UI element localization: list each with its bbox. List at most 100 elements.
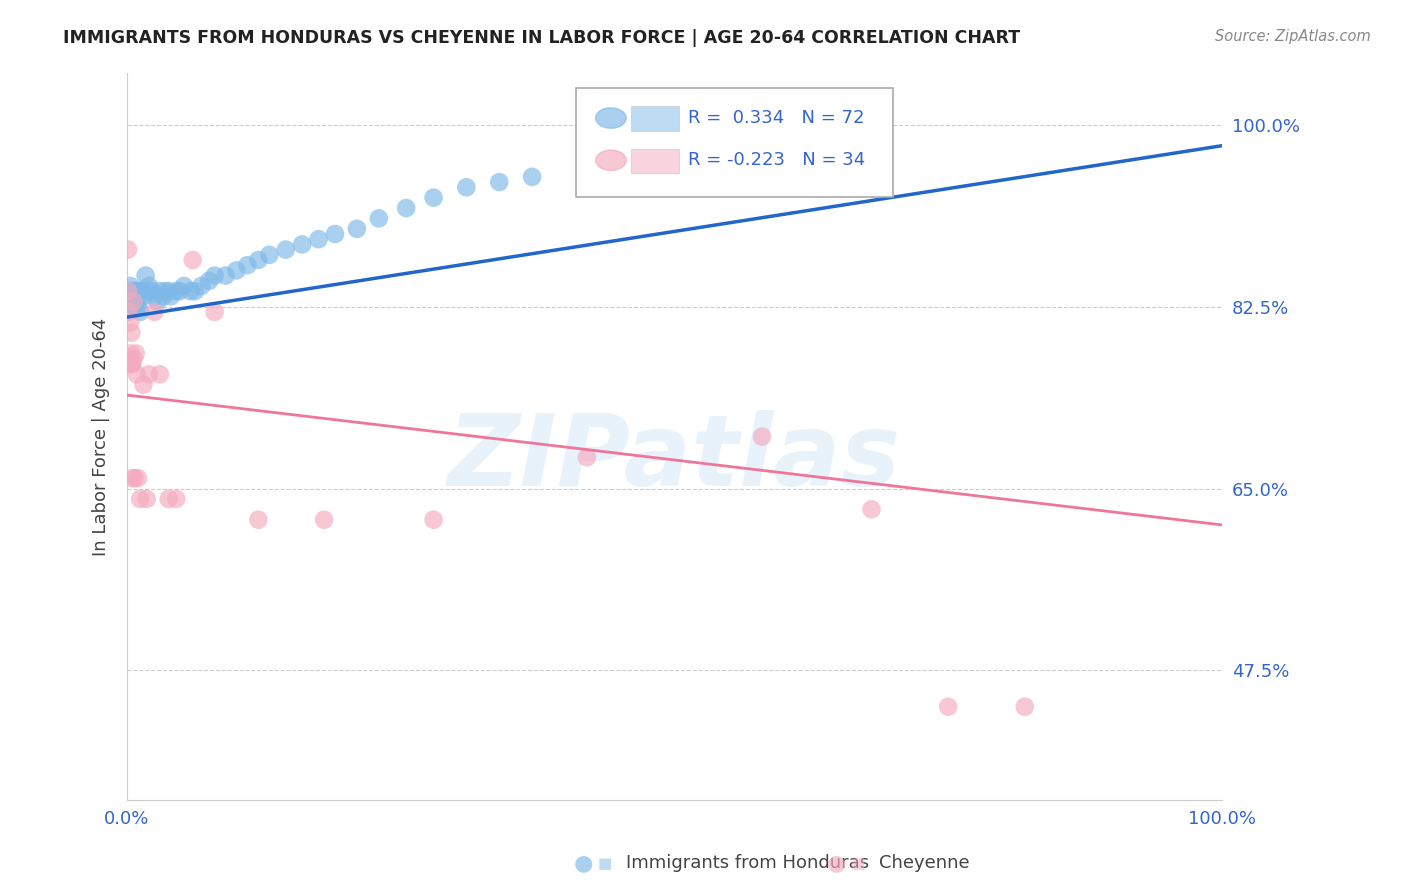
Point — [135, 268, 157, 283]
Point — [1014, 699, 1036, 714]
Point — [120, 294, 142, 309]
Point — [308, 232, 330, 246]
Text: ZIPatlas: ZIPatlas — [449, 410, 901, 507]
Point — [179, 284, 201, 298]
Point — [120, 284, 142, 298]
Point — [118, 294, 141, 309]
Point — [936, 699, 959, 714]
Point — [121, 289, 143, 303]
Point — [120, 326, 142, 340]
Point — [146, 294, 169, 309]
Point — [117, 284, 139, 298]
Point — [124, 289, 146, 303]
Point — [139, 284, 162, 298]
Point — [124, 300, 146, 314]
Point — [122, 289, 145, 303]
Point — [118, 289, 141, 303]
Point — [122, 294, 145, 309]
Point — [157, 491, 180, 506]
Point — [181, 252, 204, 267]
Point — [120, 346, 142, 360]
Circle shape — [596, 108, 626, 128]
Point — [127, 300, 149, 314]
Point — [118, 284, 141, 298]
Point — [152, 289, 174, 303]
Point — [367, 211, 389, 226]
Point — [169, 284, 191, 298]
Point — [204, 268, 226, 283]
Point — [117, 300, 139, 314]
Point — [124, 471, 146, 485]
Point — [149, 368, 172, 382]
Point — [143, 305, 166, 319]
Point — [312, 513, 335, 527]
Text: Cheyenne: Cheyenne — [879, 855, 969, 872]
Point — [132, 289, 155, 303]
Point — [860, 502, 883, 516]
Point — [117, 294, 139, 309]
Point — [120, 294, 142, 309]
Point — [122, 284, 145, 298]
Point — [118, 289, 141, 303]
Point — [143, 289, 166, 303]
Point — [129, 305, 152, 319]
Point — [274, 243, 297, 257]
Point — [138, 368, 160, 382]
Point — [121, 471, 143, 485]
Point — [247, 513, 270, 527]
Point — [125, 284, 148, 298]
Point — [165, 491, 187, 506]
Text: Source: ZipAtlas.com: Source: ZipAtlas.com — [1215, 29, 1371, 44]
Point — [120, 289, 142, 303]
Circle shape — [596, 150, 626, 170]
Point — [117, 284, 139, 298]
Point — [120, 289, 142, 303]
Point — [488, 175, 510, 189]
Point — [149, 284, 172, 298]
Point — [120, 315, 142, 329]
Point — [122, 351, 145, 366]
FancyBboxPatch shape — [576, 87, 893, 196]
Point — [165, 284, 187, 298]
Point — [125, 294, 148, 309]
Point — [456, 180, 478, 194]
Point — [125, 289, 148, 303]
Point — [198, 274, 221, 288]
Point — [135, 284, 157, 298]
FancyBboxPatch shape — [631, 149, 679, 173]
Point — [204, 305, 226, 319]
Point — [291, 237, 314, 252]
Point — [190, 279, 212, 293]
Point — [120, 357, 142, 371]
Point — [575, 450, 598, 465]
Text: ●: ● — [827, 854, 846, 873]
Point — [159, 289, 181, 303]
Point — [135, 491, 157, 506]
Point — [120, 300, 142, 314]
Text: IMMIGRANTS FROM HONDURAS VS CHEYENNE IN LABOR FORCE | AGE 20-64 CORRELATION CHAR: IMMIGRANTS FROM HONDURAS VS CHEYENNE IN … — [63, 29, 1021, 46]
Y-axis label: In Labor Force | Age 20-64: In Labor Force | Age 20-64 — [93, 318, 110, 556]
Point — [118, 357, 141, 371]
Point — [132, 377, 155, 392]
Point — [118, 305, 141, 319]
Point — [214, 268, 236, 283]
Point — [323, 227, 346, 241]
Point — [120, 300, 142, 314]
Point — [346, 222, 368, 236]
Point — [117, 289, 139, 303]
Point — [127, 289, 149, 303]
Point — [121, 357, 143, 371]
Text: ■: ■ — [851, 856, 865, 871]
Point — [117, 243, 139, 257]
Point — [155, 284, 177, 298]
Point — [157, 284, 180, 298]
Point — [121, 294, 143, 309]
Point — [138, 279, 160, 293]
Point — [422, 513, 444, 527]
Point — [520, 169, 543, 184]
Point — [129, 284, 152, 298]
Point — [125, 368, 148, 382]
Point — [225, 263, 247, 277]
Point — [120, 279, 142, 293]
Point — [247, 252, 270, 267]
